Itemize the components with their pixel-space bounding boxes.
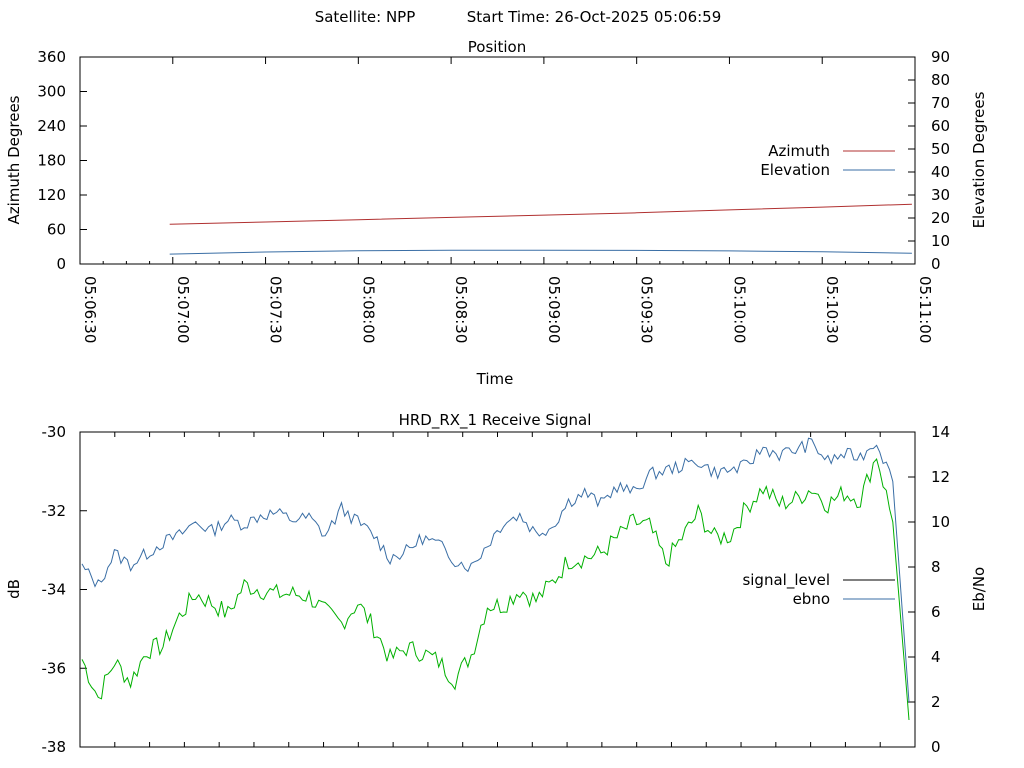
signal-y2-tick-label: 14 — [931, 423, 950, 441]
legend-label-ebno: ebno — [793, 590, 830, 608]
position-y2label: Elevation Degrees — [970, 91, 988, 228]
signal-y2-tick-label: 0 — [931, 738, 941, 756]
signal-y2-tick-label: 2 — [931, 693, 941, 711]
position-ylabel: Azimuth Degrees — [5, 95, 23, 224]
position-x-ticks: 05:06:30 05:07:00 05:07:30 05:08:00 05:08:30… — [79, 57, 934, 343]
position-y-tick-label: 240 — [37, 117, 66, 135]
position-chart: Position Azimuth Degrees Elevation Degre… — [5, 38, 988, 388]
position-y2-tick-label: 0 — [931, 255, 941, 273]
signal-y2-tick-label: 8 — [931, 558, 941, 576]
signal-y2-tick-label: 12 — [931, 468, 950, 486]
position-x-tick-label: 05:11:00 — [916, 276, 934, 343]
position-y2-tick-label: 70 — [931, 94, 950, 112]
start-time-label: Start Time: 26-Oct-2025 05:06:59 — [467, 8, 722, 26]
series-line-elevation — [169, 249, 912, 255]
position-y-tick-label: 300 — [37, 83, 66, 101]
position-y-tick-label: 0 — [56, 255, 66, 273]
signal-ylabel: dB — [5, 579, 23, 599]
signal-title: HRD_RX_1 Receive Signal — [399, 411, 592, 430]
position-y2-tick-label: 50 — [931, 140, 950, 158]
signal-y-tick-label: -36 — [42, 659, 67, 677]
position-y-tick-label: 60 — [47, 221, 66, 239]
position-xlabel: Time — [476, 370, 514, 388]
position-x-tick-label: 05:07:00 — [174, 276, 192, 343]
signal-y2label: Eb/No — [970, 567, 988, 611]
position-y2-tick-label: 10 — [931, 232, 950, 250]
signal-y-ticks: -30 -32 -34 -36 -38 — [42, 423, 87, 756]
position-y2-tick-label: 20 — [931, 209, 950, 227]
position-y-ticks: 0 60 120 180 240 300 360 — [37, 48, 87, 273]
series-line-ebno — [81, 437, 910, 703]
signal-legend: signal_level ebno — [742, 571, 895, 608]
position-y2-tick-label: 90 — [931, 48, 950, 66]
position-y2-tick-label: 40 — [931, 163, 950, 181]
series-line-ebno-green — [81, 457, 910, 721]
signal-chart: HRD_RX_1 Receive Signal dB Eb/No -30-32-… — [5, 411, 988, 756]
series-line-azimuth — [169, 203, 912, 225]
signal-y2-tick-label: 6 — [931, 603, 941, 621]
signal-y-tick-label: -32 — [42, 502, 67, 520]
position-title: Position — [468, 38, 526, 56]
signal-y-tick-label: -30 — [42, 423, 67, 441]
satellite-label: Satellite: NPP — [315, 8, 416, 26]
signal-y-tick-label: -34 — [42, 581, 67, 599]
position-x-tick-label: 05:09:00 — [545, 276, 563, 343]
position-y2-ticks: 0 10 20 30 40 50 60 70 80 90 — [908, 48, 950, 273]
signal-y2-tick-label: 4 — [931, 648, 941, 666]
position-y-tick-label: 360 — [37, 48, 66, 66]
signal-y2-ticks: 0 2 4 6 8 10 12 14 — [908, 423, 950, 756]
position-x-tick-label: 05:06:30 — [81, 276, 99, 343]
position-x-tick-label: 05:08:00 — [359, 276, 377, 343]
position-x-tick-label: 05:08:30 — [452, 276, 470, 343]
legend-label-azimuth: Azimuth — [768, 142, 830, 160]
position-y-tick-label: 180 — [37, 152, 66, 170]
position-x-tick-label: 05:07:30 — [267, 276, 285, 343]
legend-label-elevation: Elevation — [760, 161, 830, 179]
position-y2-tick-label: 60 — [931, 117, 950, 135]
signal-x-ticks — [79, 432, 916, 747]
position-y2-tick-label: 80 — [931, 71, 950, 89]
signal-plot-frame — [79, 431, 916, 748]
position-legend: Azimuth Elevation — [760, 142, 895, 179]
position-y-tick-label: 120 — [37, 186, 66, 204]
position-x-tick-label: 05:09:30 — [638, 276, 656, 343]
signal-y2-tick-label: 10 — [931, 513, 950, 531]
signal-y-tick-label: -38 — [42, 738, 67, 756]
position-x-tick-label: 05:10:30 — [823, 276, 841, 343]
position-x-tick-label: 05:10:00 — [730, 276, 748, 343]
position-y2-tick-label: 30 — [931, 186, 950, 204]
legend-label-signal-level: signal_level — [742, 571, 830, 590]
